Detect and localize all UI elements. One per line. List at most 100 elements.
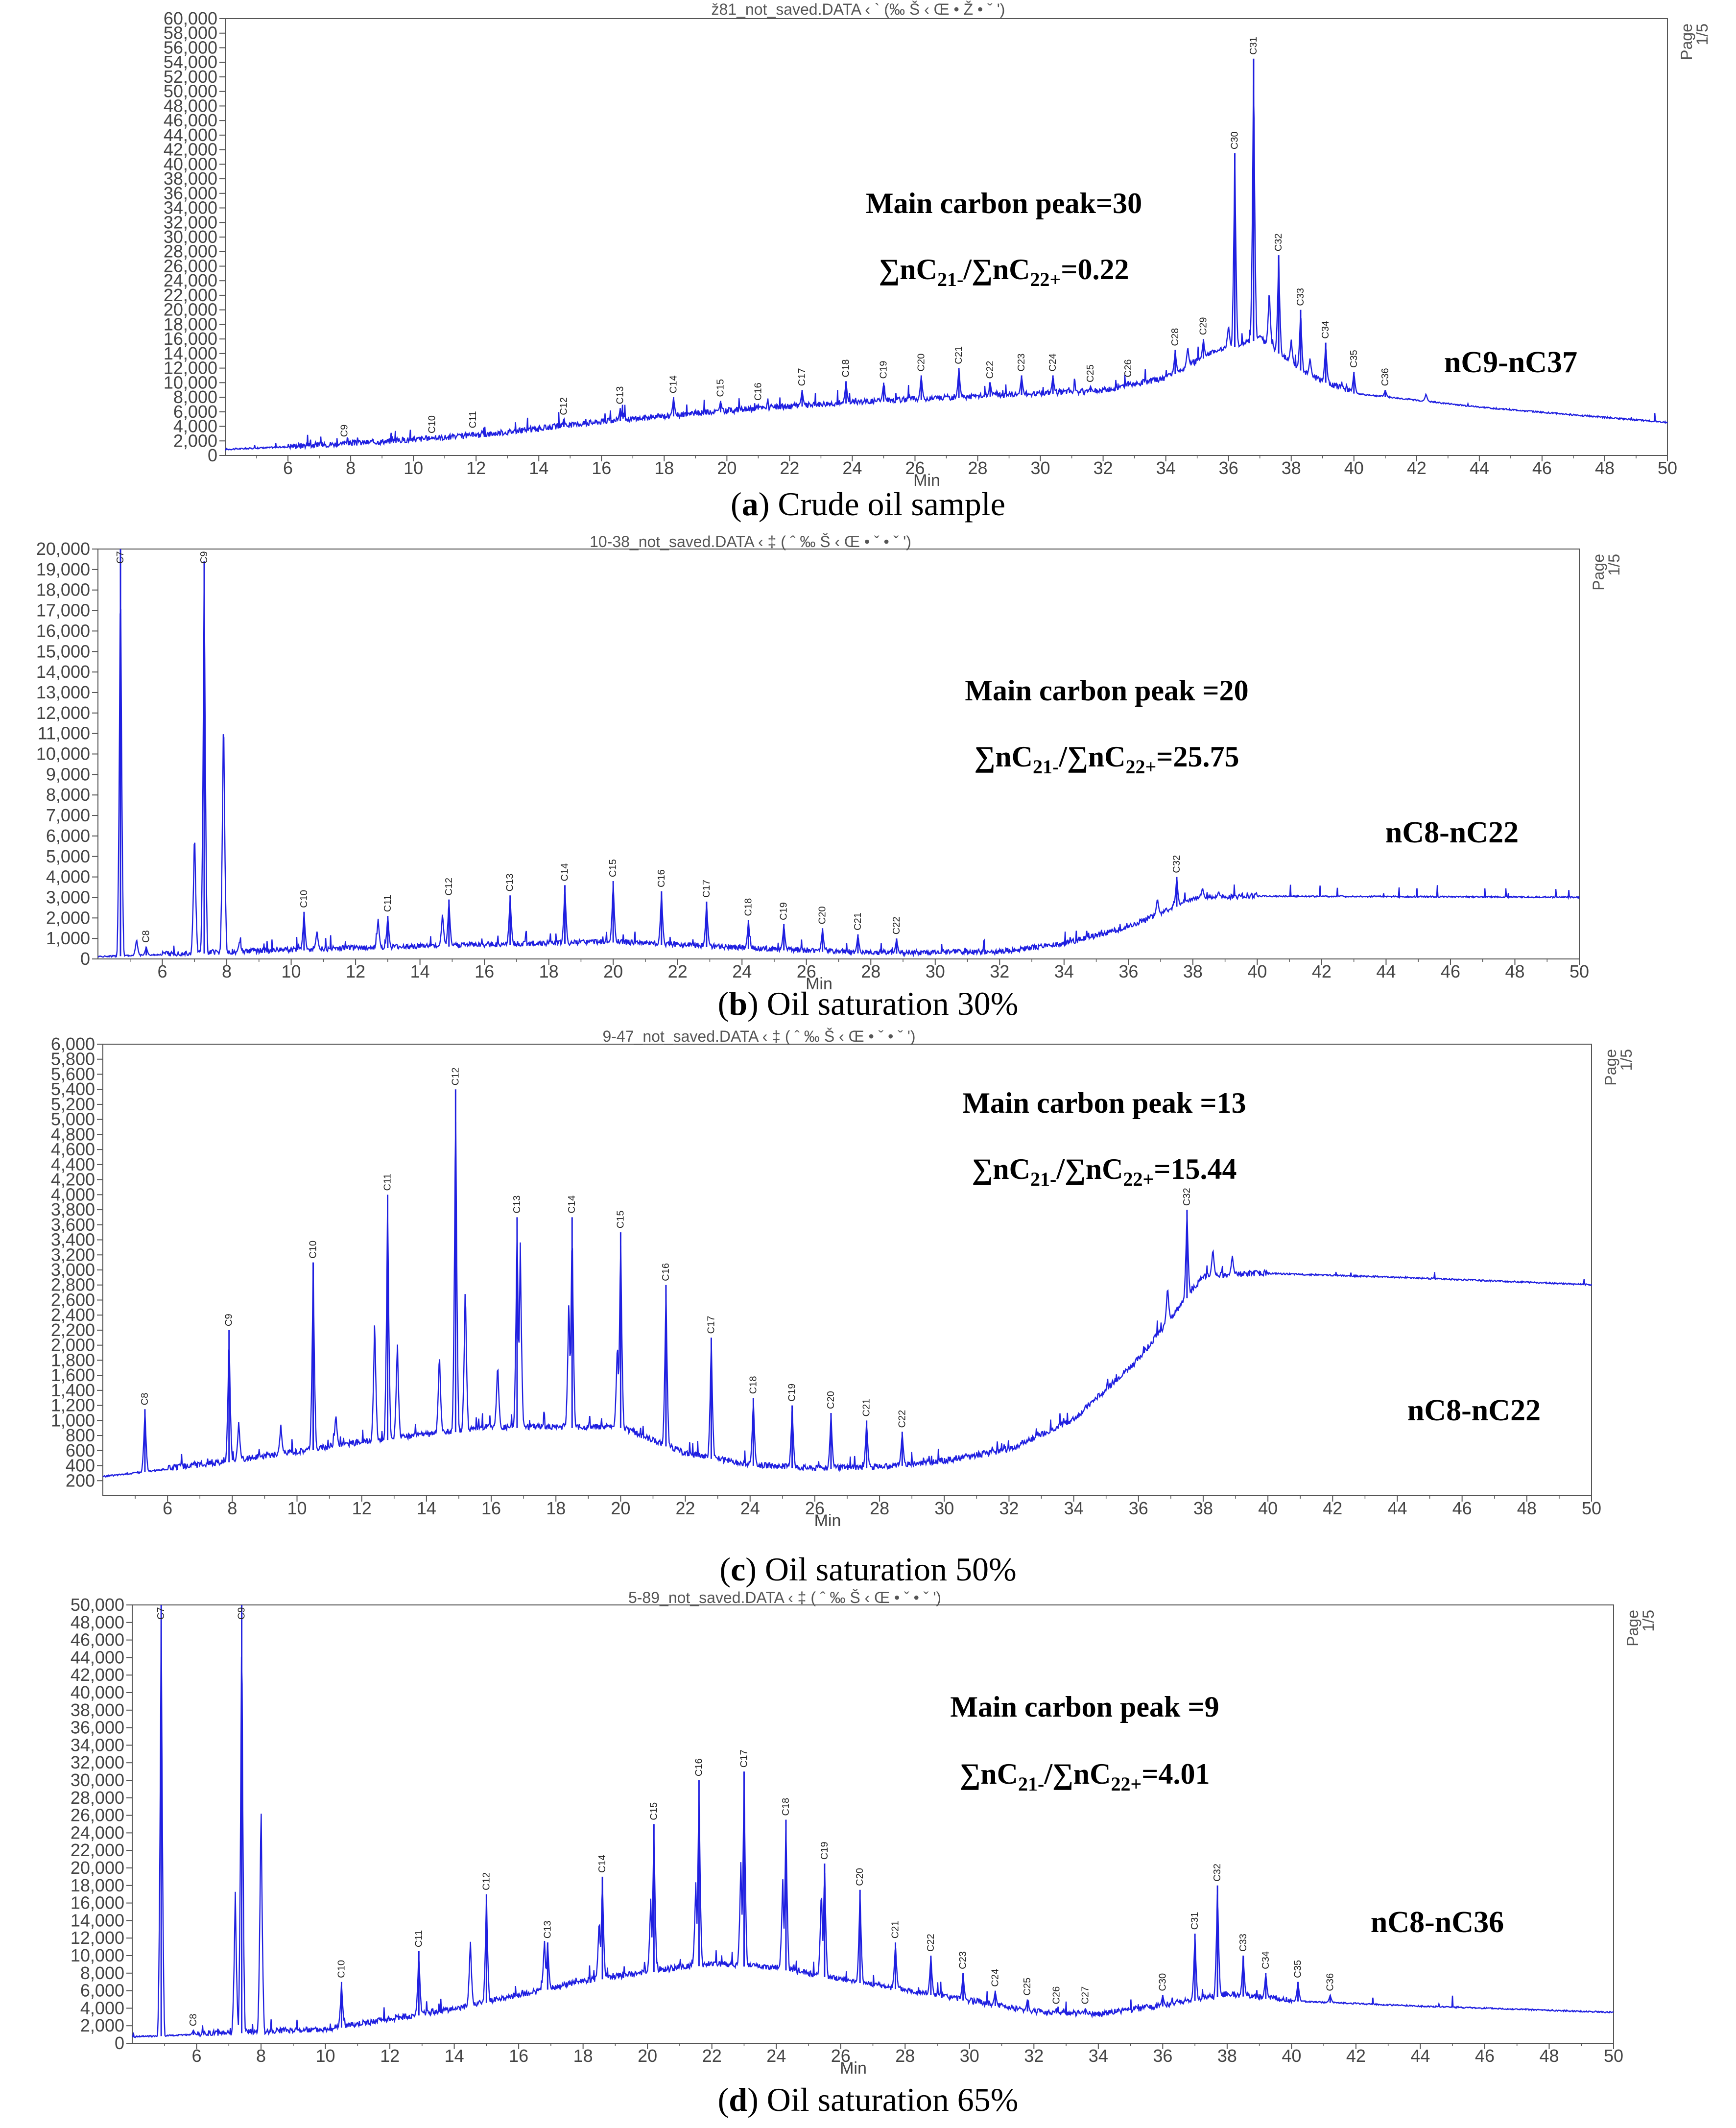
y-tick-label: 5,000	[51, 1109, 95, 1129]
page-label: Page	[1590, 554, 1607, 591]
peak-label-c35: C35	[1349, 350, 1359, 368]
x-tick-label: 48	[1539, 2046, 1559, 2066]
x-tick-label: 50	[1582, 1498, 1601, 1518]
ratio-mid: /∑nC	[1044, 1758, 1111, 1790]
peak-label-c21: C21	[861, 1399, 872, 1417]
peak-label-c12: C12	[481, 1872, 492, 1890]
y-tick-label: 8,000	[80, 1963, 124, 1983]
chromatogram-trace	[224, 85, 1668, 452]
file-header: ž81_not_saved.DATA ‹ ` (‰ Š ‹ Œ • Ž • ˇ …	[712, 0, 1005, 18]
y-tick-label: 20,000	[36, 539, 90, 559]
y-tick-label: 2,600	[51, 1290, 95, 1310]
caption-b: (b) Oil saturation 30%	[717, 985, 1019, 1022]
x-tick-label: 14	[410, 961, 430, 981]
x-tick-label: 16	[481, 1498, 501, 1518]
y-tick-label: 26,000	[71, 1805, 124, 1825]
x-tick-label: 16	[475, 961, 494, 981]
y-tick-label: 40,000	[164, 154, 217, 174]
peak-label-c10: C10	[427, 415, 438, 433]
ratio-sub1: 21-	[1030, 1168, 1056, 1190]
x-tick-label: 8	[227, 1498, 237, 1518]
x-tick-label: 20	[611, 1498, 630, 1518]
x-tick-label: 42	[1323, 1498, 1342, 1518]
ratio-value: =15.44	[1154, 1153, 1237, 1185]
x-tick-label: 10	[316, 2046, 335, 2066]
x-tick-label: 36	[1153, 2046, 1172, 2066]
y-tick-label: 28,000	[71, 1788, 124, 1808]
x-tick-label: 50	[1604, 2046, 1623, 2066]
peak-label-c9: C9	[237, 1607, 247, 1620]
y-tick-label: 3,200	[51, 1244, 95, 1265]
x-axis-label: Min	[806, 975, 832, 993]
y-tick-label: 8,000	[173, 387, 217, 407]
x-tick-label: 46	[1532, 458, 1552, 478]
y-tick-label: 38,000	[71, 1700, 124, 1720]
ratio-sub2: 22+	[1125, 756, 1156, 778]
peak-label-c32: C32	[1171, 855, 1182, 873]
chromatogram-panel-c: 9-47_not_saved.DATA ‹ ‡ ( ˆ ‰ Š ‹ Œ • ˇ …	[0, 1028, 1736, 1550]
peak-label-c27: C27	[1080, 1986, 1091, 2005]
file-header: 5-89_not_saved.DATA ‹ ‡ ( ˆ ‰ Š ‹ Œ • ˇ …	[628, 1589, 941, 1606]
y-tick-label: 4,400	[51, 1154, 95, 1174]
y-tick-label: 3,000	[46, 887, 90, 907]
x-tick-label: 8	[222, 961, 232, 981]
y-tick-label: 13,000	[36, 682, 90, 702]
x-tick-label: 12	[380, 2046, 400, 2066]
y-tick-label: 14,000	[36, 662, 90, 682]
y-tick-label: 800	[66, 1425, 95, 1445]
y-tick-label: 24,000	[71, 1822, 124, 1842]
y-tick-label: 1,200	[51, 1395, 95, 1415]
y-tick-label: 3,600	[51, 1215, 95, 1235]
y-tick-label: 9,000	[46, 764, 90, 784]
y-tick-label: 4,000	[173, 416, 217, 436]
y-tick-label: 5,800	[51, 1049, 95, 1069]
y-tick-label: 20,000	[71, 1858, 124, 1878]
peak-label-c32: C32	[1212, 1864, 1223, 1882]
y-tick-label: 48,000	[71, 1612, 124, 1632]
y-tick-label: 1,400	[51, 1380, 95, 1400]
peak-label-c16: C16	[693, 1758, 704, 1776]
peak-label-c11: C11	[413, 1930, 424, 1947]
peak-label-c30: C30	[1230, 131, 1240, 149]
y-tick-label: 56,000	[164, 37, 217, 57]
carbon-range: nC9-nC37	[1444, 346, 1577, 379]
chromatogram-panel-a: ž81_not_saved.DATA ‹ ` (‰ Š ‹ Œ • Ž • ˇ …	[0, 0, 1736, 490]
peak-label-c19: C19	[819, 1841, 830, 1860]
peak-label-c34: C34	[1320, 321, 1331, 339]
peak-label-c18: C18	[781, 1798, 791, 1816]
carbon-ratio: ∑nC21-/∑nC22+=25.75	[975, 741, 1239, 778]
peak-label-c12: C12	[450, 1067, 461, 1085]
peak-label-c33: C33	[1295, 288, 1306, 306]
y-tick-label: 32,000	[164, 212, 217, 232]
y-tick-label: 1,600	[51, 1365, 95, 1385]
y-tick-label: 52,000	[164, 67, 217, 87]
ratio-prefix: ∑nC	[879, 253, 937, 286]
x-tick-label: 28	[968, 458, 987, 478]
peak-label-c33: C33	[1238, 1934, 1249, 1952]
y-tick-label: 12,000	[36, 703, 90, 723]
chromatogram-trace	[132, 1611, 1614, 2038]
x-tick-label: 30	[926, 961, 945, 981]
y-tick-label: 42,000	[164, 140, 217, 160]
y-tick-label: 60,000	[164, 8, 217, 28]
peak-label-c17: C17	[701, 880, 712, 898]
x-tick-label: 30	[1031, 458, 1050, 478]
peak-label-c11: C11	[382, 1173, 393, 1191]
y-tick-label: 5,000	[46, 846, 90, 866]
x-tick-label: 26	[797, 961, 816, 981]
y-tick-label: 6,000	[80, 1981, 124, 2001]
peak-label-c12: C12	[558, 397, 569, 415]
x-axis-label: Min	[840, 2059, 867, 2078]
peak-label-c15: C15	[648, 1802, 659, 1820]
x-tick-label: 34	[1156, 458, 1176, 478]
y-tick-label: 16,000	[36, 621, 90, 641]
y-tick-label: 18,000	[71, 1875, 124, 1895]
peak-label-c22: C22	[897, 1410, 907, 1428]
y-tick-label: 14,000	[164, 343, 217, 363]
peak-label-c26: C26	[1123, 359, 1134, 378]
x-tick-label: 22	[780, 458, 799, 478]
x-tick-label: 26	[905, 458, 925, 478]
ratio-sub2: 22+	[1111, 1773, 1141, 1795]
ratio-mid: /∑nC	[963, 253, 1030, 286]
x-tick-label: 16	[592, 458, 611, 478]
